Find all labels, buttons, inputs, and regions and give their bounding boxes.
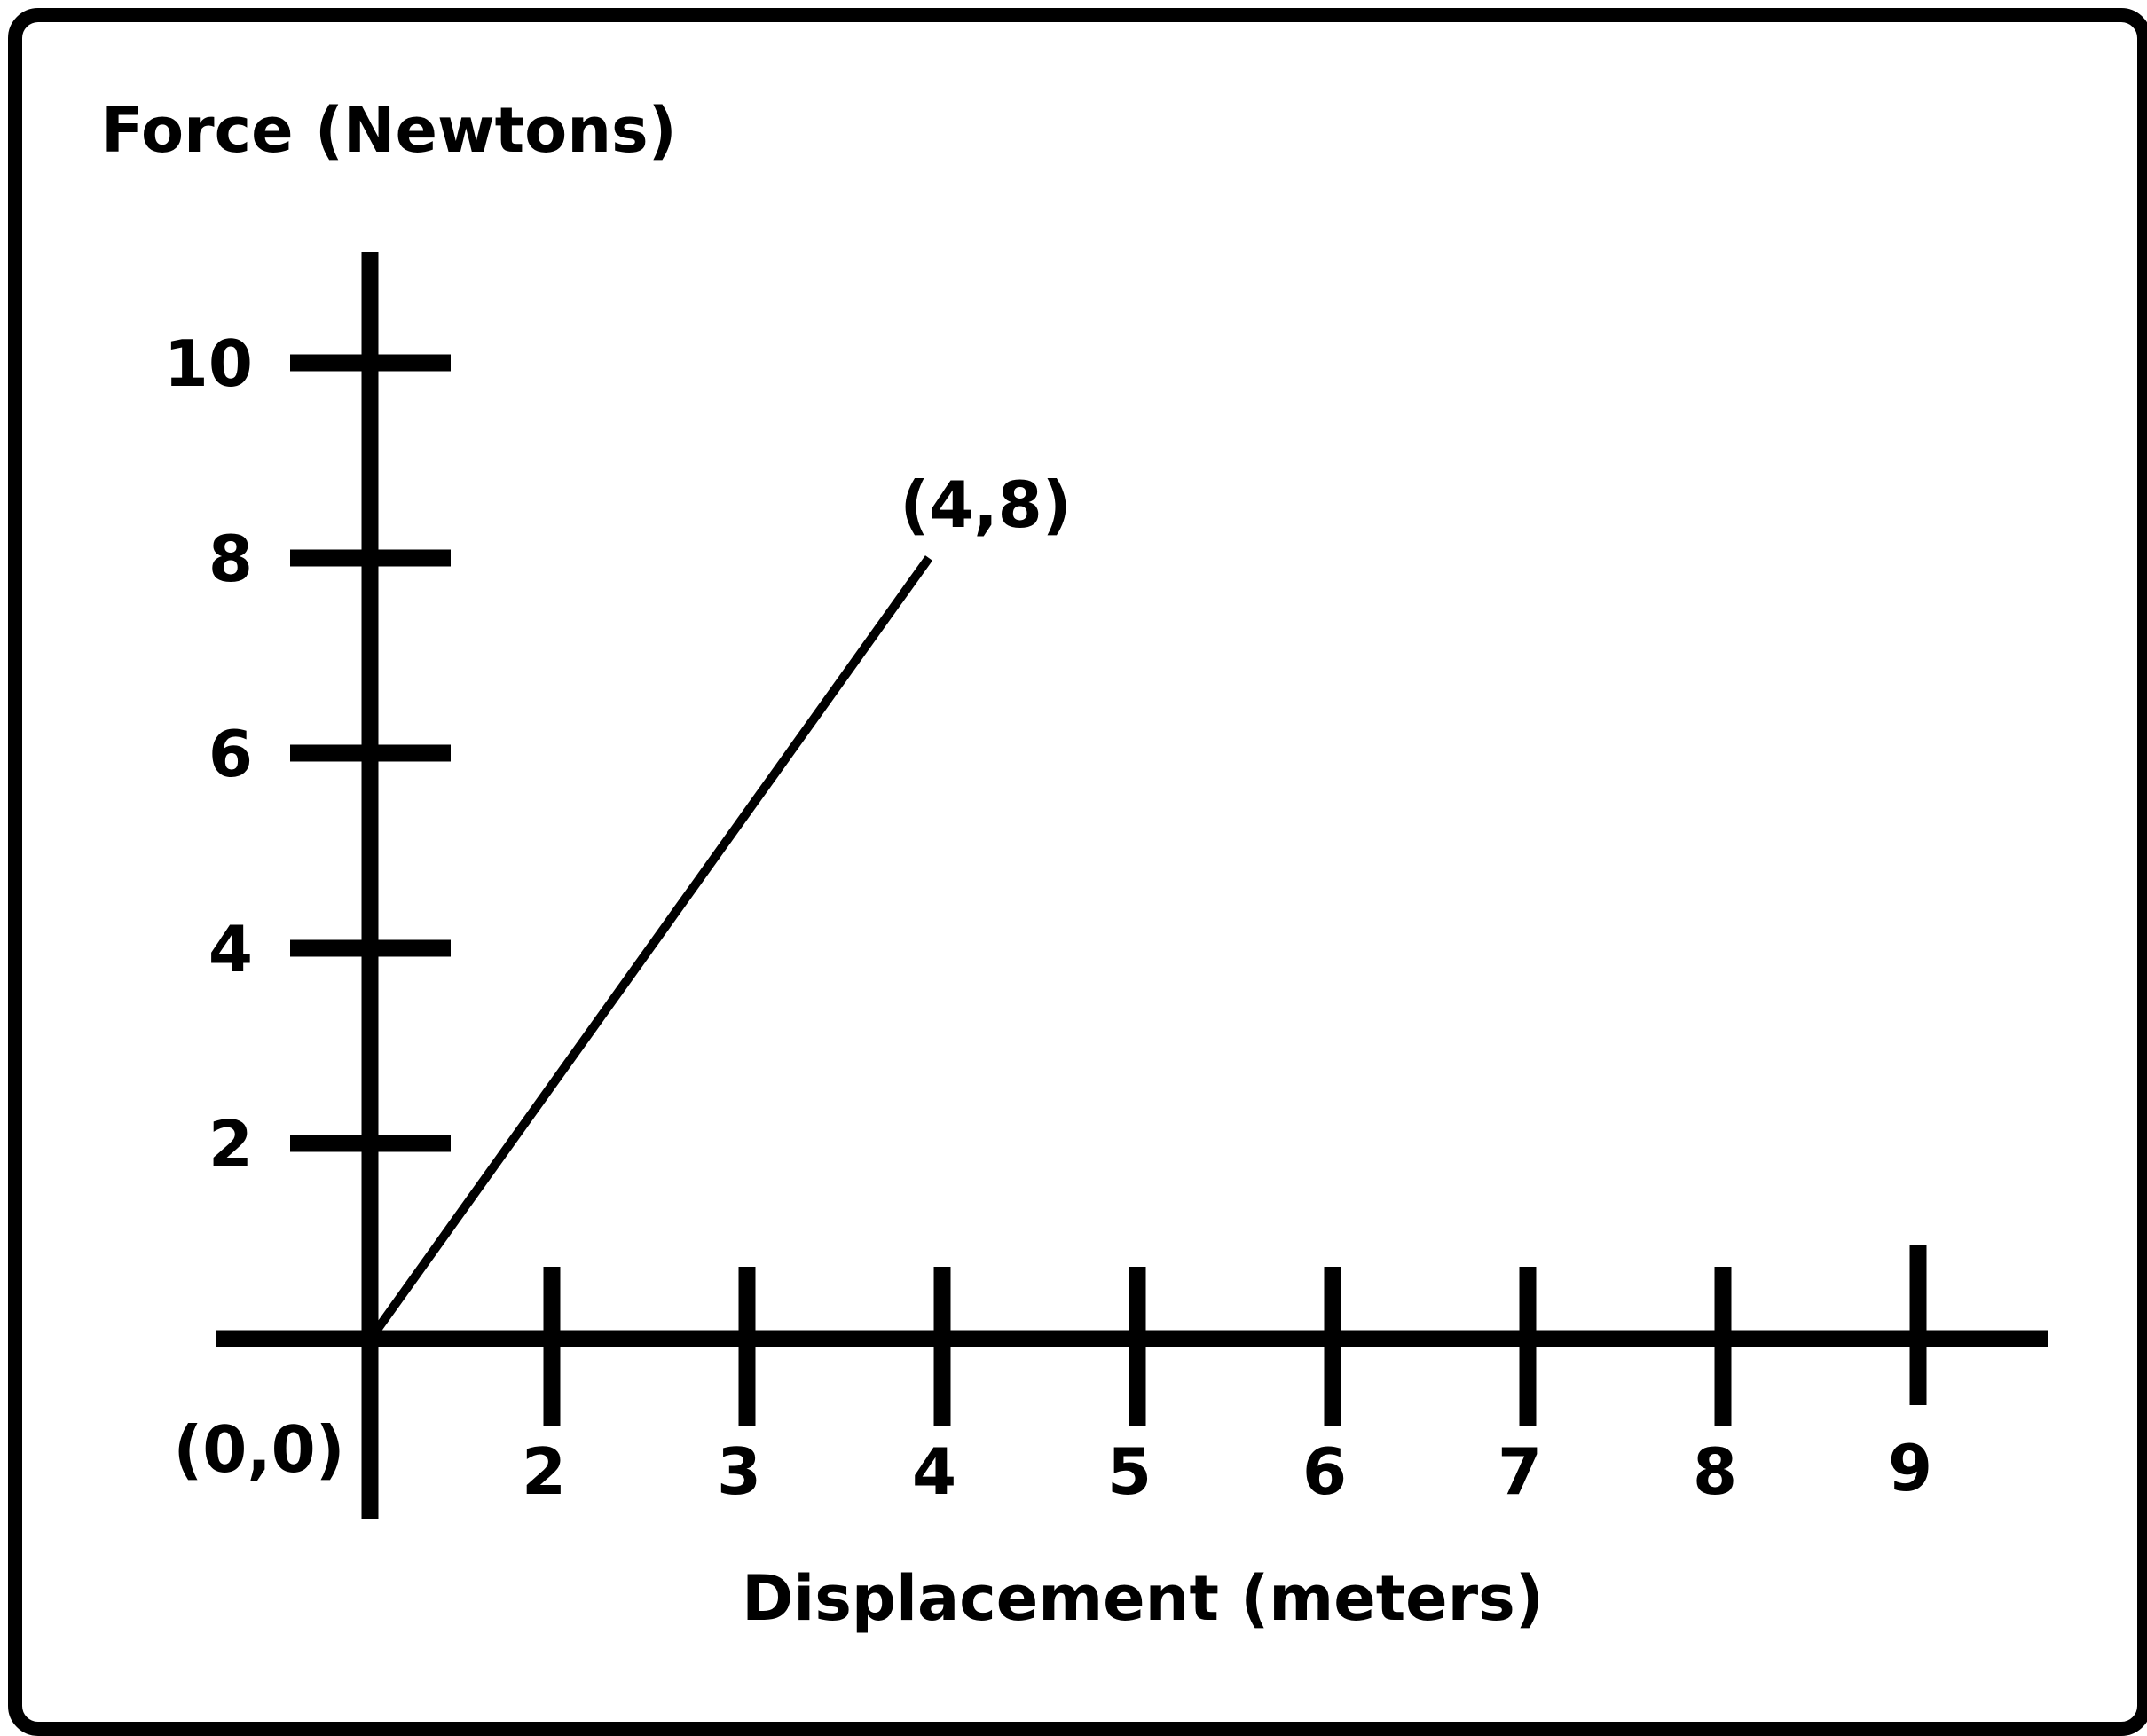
x-tick-label: 9 [1888,1431,1932,1505]
y-tick-label: 4 [208,912,253,986]
y-tick-label: 10 [164,326,253,401]
series-lines [373,555,933,1332]
y-axis-title: Force (Newtons) [101,94,677,167]
series-line [373,555,933,1332]
x-axis-title: Displacement (meters) [742,1562,1544,1635]
y-tick-label: 2 [208,1107,253,1182]
x-tick-label: 3 [717,1434,761,1509]
x-tick-label: 8 [1693,1434,1737,1509]
x-ticks: 2 3 4 5 6 7 8 9 [522,1245,1932,1509]
y-tick-label: 6 [208,717,253,791]
x-tick-label: 6 [1302,1434,1347,1509]
x-tick-label: 5 [1107,1434,1152,1509]
y-ticks: 2 4 6 8 10 [164,326,451,1182]
y-tick-label: 8 [208,522,253,596]
x-tick-label: 7 [1498,1434,1542,1509]
endpoint-annotation: (4,8) [900,467,1071,542]
x-tick-label: 2 [522,1434,566,1509]
origin-annotation: (0,0) [173,1412,344,1487]
x-tick-label: 4 [912,1434,956,1509]
